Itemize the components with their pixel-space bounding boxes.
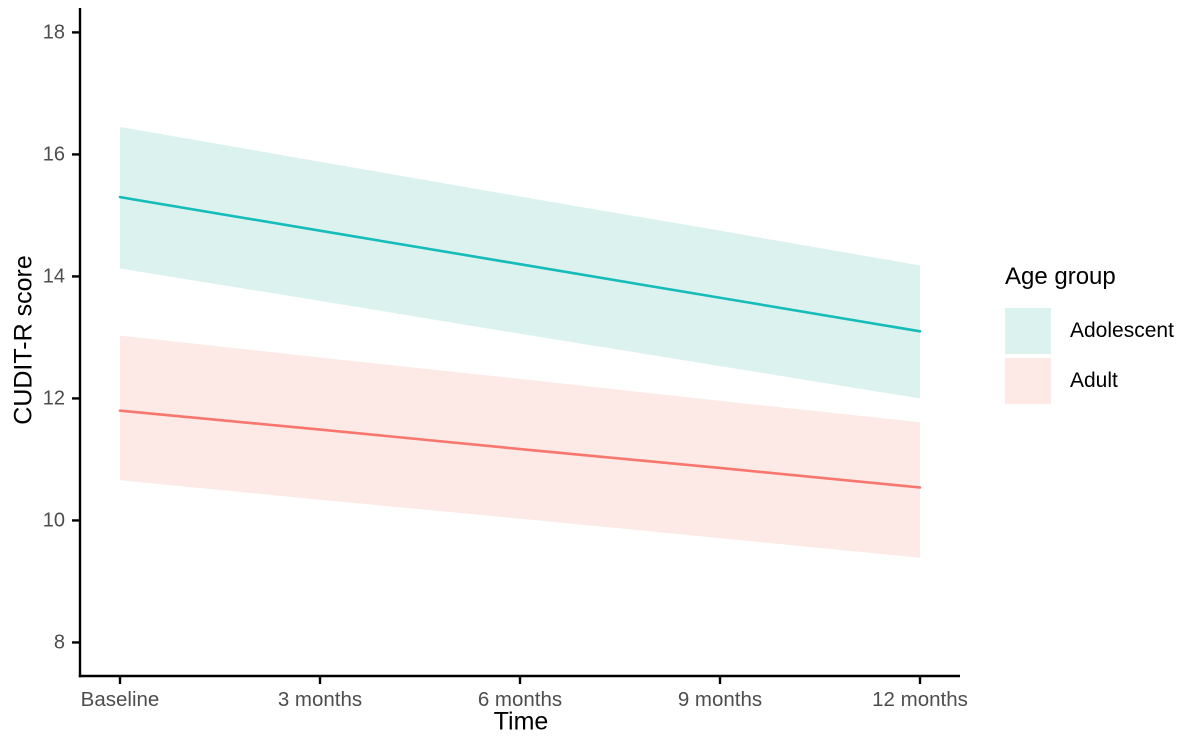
legend-label-adolescent: Adolescent bbox=[1070, 319, 1174, 342]
y-tick-label: 8 bbox=[54, 631, 65, 653]
y-tick-label: 16 bbox=[43, 143, 65, 165]
legend-label-adult: Adult bbox=[1070, 369, 1118, 392]
x-tick-label: 12 months bbox=[872, 688, 968, 711]
legend: Age group Adolescent Adult bbox=[1005, 263, 1174, 408]
trend-line-adolescent bbox=[118, 195, 922, 333]
x-axis-title: Time bbox=[493, 707, 549, 736]
ci-band-adult bbox=[120, 335, 920, 558]
y-tick-label: 14 bbox=[43, 265, 65, 287]
y-tick-label: 18 bbox=[43, 21, 65, 43]
legend-item-adolescent: Adolescent bbox=[1005, 308, 1174, 354]
adolescent-color-swatch bbox=[1005, 308, 1051, 354]
x-tick-label: 3 months bbox=[278, 688, 362, 711]
x-tick-label: 6 months bbox=[478, 688, 562, 711]
x-tick-label: 9 months bbox=[678, 688, 762, 711]
legend-item-adult: Adult bbox=[1005, 358, 1174, 404]
y-tick-label: 10 bbox=[43, 509, 65, 531]
ci-band-adolescent bbox=[120, 126, 920, 399]
trend-line-adult bbox=[118, 409, 922, 489]
y-axis-title: CUDIT-R score bbox=[9, 255, 38, 425]
y-tick-label: 12 bbox=[43, 387, 65, 409]
x-tick-label: Baseline bbox=[81, 688, 160, 711]
legend-title: Age group bbox=[1005, 263, 1116, 290]
adult-color-swatch bbox=[1005, 358, 1051, 404]
